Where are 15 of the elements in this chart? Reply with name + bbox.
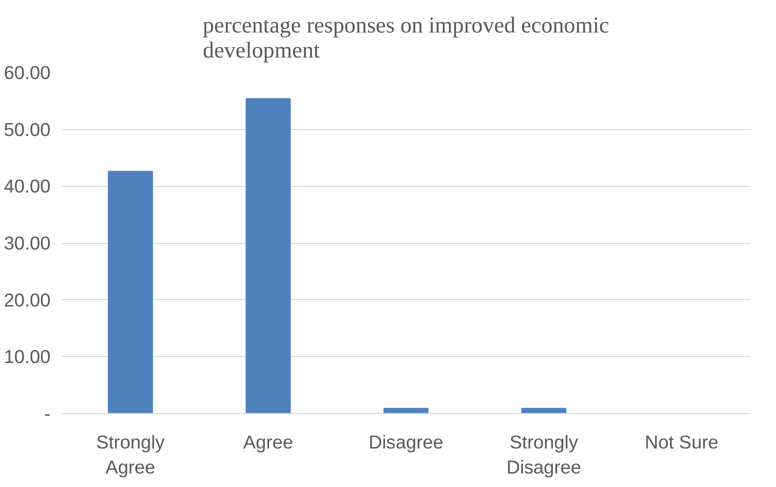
x-tick-label: Disagree [368, 432, 444, 452]
y-tick-label: 40.00 [4, 176, 50, 197]
y-tick-label: 10.00 [4, 346, 50, 368]
x-tick-label: Not Sure [644, 432, 718, 452]
y-tick-label: 60.00 [4, 62, 50, 83]
chart-title: percentage responses on improved economic development [202, 12, 610, 62]
y-tick-label: 30.00 [4, 232, 50, 254]
x-tick-label: Agree [243, 432, 294, 452]
y-tick-label: - [44, 403, 51, 424]
y-tick-label: 20.00 [4, 289, 50, 310]
y-tick-label: 50.00 [4, 118, 50, 140]
bar [246, 98, 291, 414]
bar [108, 170, 153, 414]
x-tick-label: Strongly Disagree [506, 432, 582, 478]
x-tick-label: Strongly Agree [96, 432, 166, 478]
